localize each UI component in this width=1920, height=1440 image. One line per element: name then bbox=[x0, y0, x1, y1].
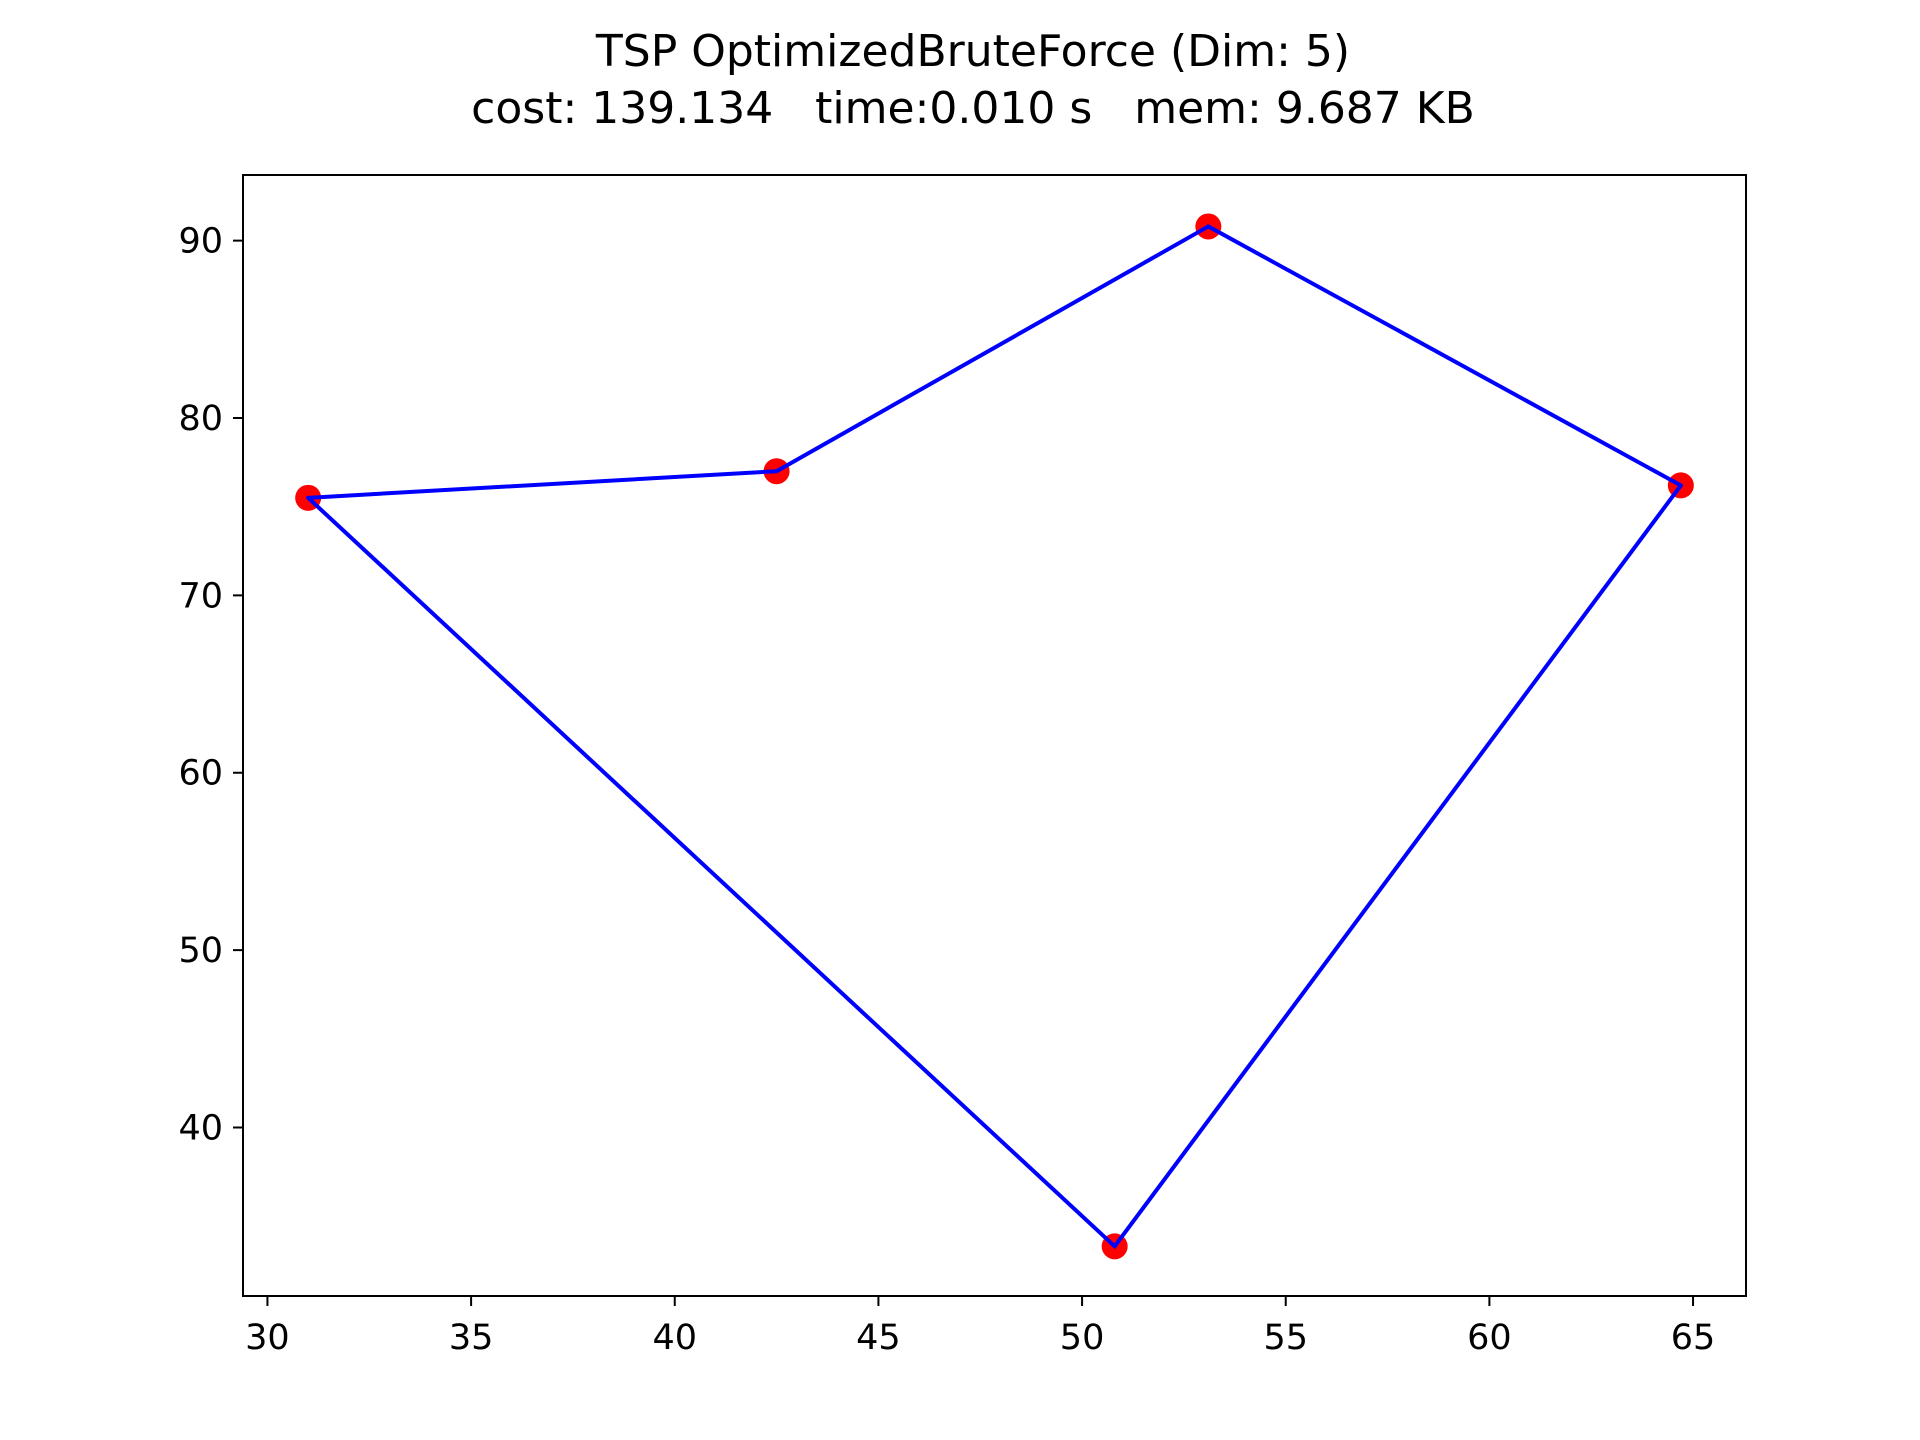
x-tick-label: 65 bbox=[1671, 1318, 1716, 1358]
plot-frame bbox=[242, 174, 1747, 1297]
x-tick-label: 35 bbox=[449, 1318, 494, 1358]
tour-path-group bbox=[306, 224, 1683, 1249]
chart-title: TSP OptimizedBruteForce (Dim: 5) bbox=[595, 26, 1350, 77]
y-tick-label: 80 bbox=[178, 399, 223, 439]
x-tick-label: 40 bbox=[652, 1318, 697, 1358]
tour-segment bbox=[306, 469, 779, 500]
y-tick-label: 70 bbox=[178, 576, 223, 616]
y-tick-label: 60 bbox=[178, 754, 223, 794]
tour-segment bbox=[774, 224, 1211, 474]
y-tick-label: 40 bbox=[178, 1108, 223, 1148]
tour-segment bbox=[306, 495, 1117, 1249]
city-points-group bbox=[295, 213, 1694, 1260]
x-tick-label: 45 bbox=[856, 1318, 901, 1358]
tour-segment bbox=[1206, 224, 1683, 488]
y-tick-label: 90 bbox=[178, 222, 223, 262]
y-tick-label: 50 bbox=[178, 931, 223, 971]
x-tick-label: 30 bbox=[245, 1318, 290, 1358]
x-tick-label: 50 bbox=[1060, 1318, 1105, 1358]
axes: 30 35 40 45 50 55 60 65 40 50 60 70 80 90 bbox=[178, 222, 1715, 1358]
tour-segment bbox=[1112, 483, 1683, 1249]
x-tick-label: 55 bbox=[1263, 1318, 1308, 1358]
chart-subtitle: cost: 139.134 time:0.010 s mem: 9.687 KB bbox=[471, 83, 1475, 134]
x-tick-label: 60 bbox=[1467, 1318, 1512, 1358]
